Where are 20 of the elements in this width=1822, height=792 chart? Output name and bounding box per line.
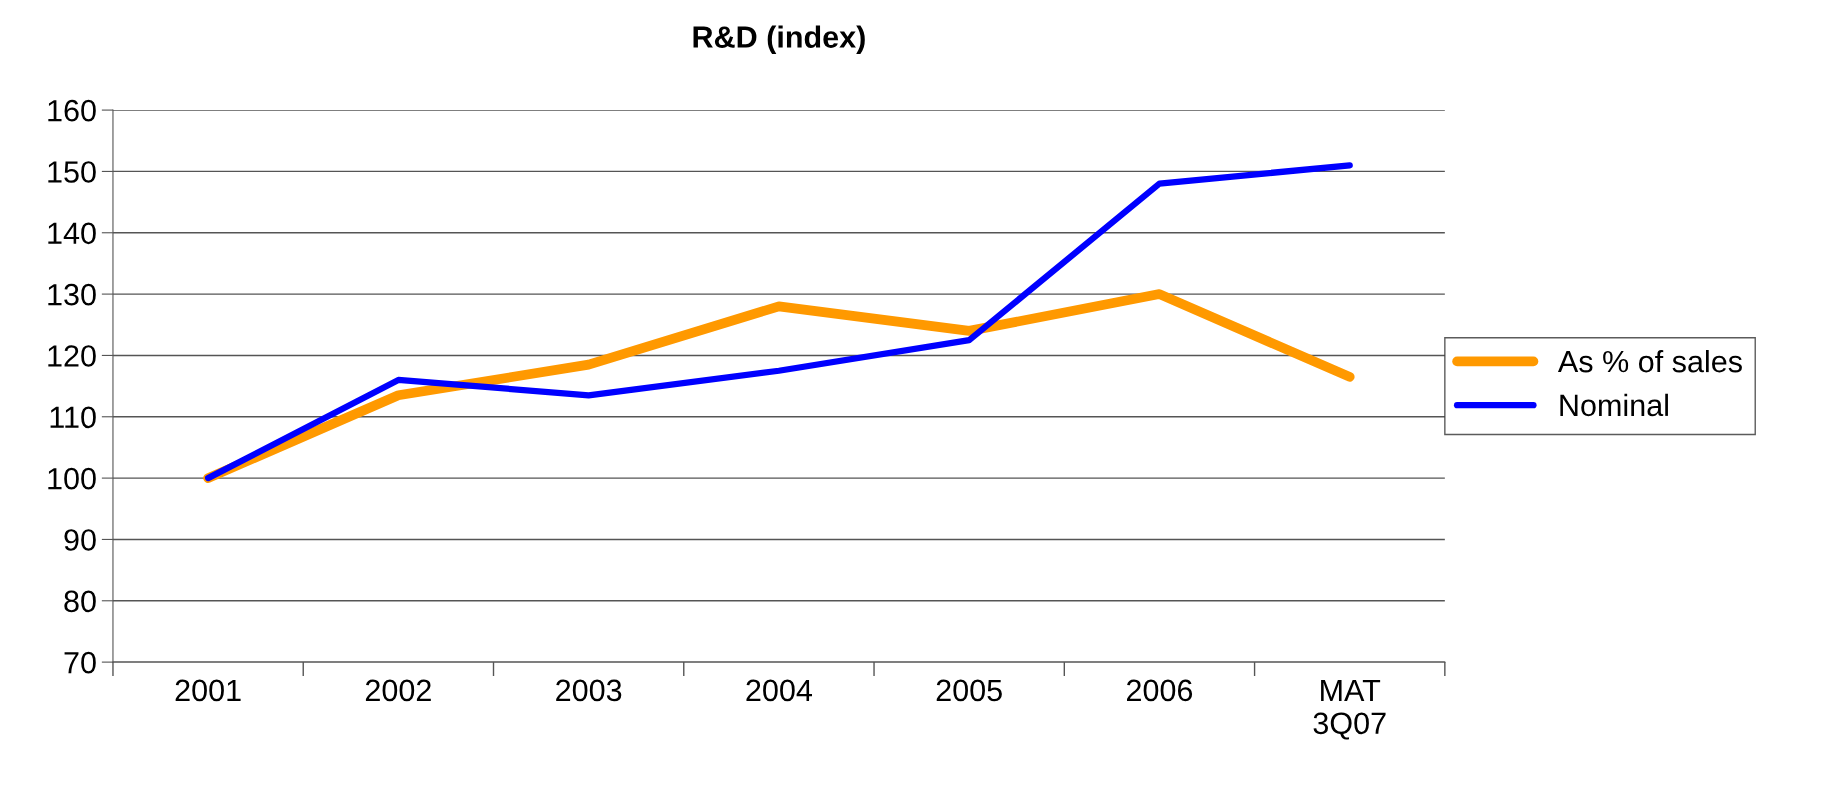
y-tick-label: 70 xyxy=(64,651,96,674)
y-tick-label: 150 xyxy=(48,161,96,183)
y-tick-label: 100 xyxy=(48,467,96,490)
x-tick-label: 2001 xyxy=(175,679,241,702)
y-tick-label: 130 xyxy=(48,283,96,306)
y-tick-label: 120 xyxy=(48,345,96,367)
chart-title: R&D (index) xyxy=(693,25,865,54)
x-tick-label: 2003 xyxy=(556,679,622,702)
x-tick-label: 2002 xyxy=(365,679,431,702)
x-tick-label: 2005 xyxy=(936,679,1002,702)
y-tick-label: 80 xyxy=(64,590,96,613)
x-tick-label: 2004 xyxy=(746,679,812,702)
legend-label: Nominal xyxy=(1560,393,1668,417)
legend-label: As % of sales xyxy=(1557,349,1742,373)
y-tick-label: 160 xyxy=(48,99,96,122)
y-tick-label: 140 xyxy=(48,222,96,245)
y-tick-label: 110 xyxy=(50,406,96,429)
x-tick-label: MAT 3Q07 xyxy=(1313,679,1386,740)
y-tick-label: 90 xyxy=(64,529,96,551)
x-tick-label: 2006 xyxy=(1127,679,1193,702)
